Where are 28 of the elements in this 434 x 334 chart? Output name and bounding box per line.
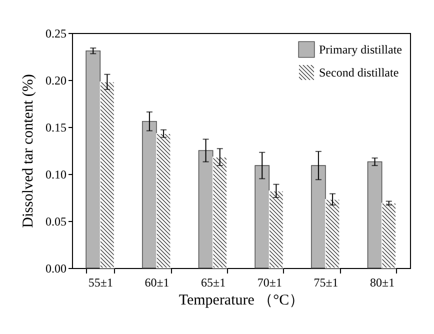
x-tick-label: 75±1 (314, 276, 338, 290)
legend-label: Second distillate (319, 66, 399, 80)
y-axis-title: Dissolved tar content (%) (20, 74, 36, 228)
bar (142, 120, 157, 268)
bar (156, 133, 171, 268)
y-tick-label: 0.05 (46, 214, 66, 228)
bar (325, 198, 340, 268)
x-axis-title: Temperature （°C） (178, 292, 304, 308)
y-tick-label: 0.15 (46, 120, 66, 134)
x-tick-label: 60±1 (144, 276, 170, 290)
y-tick-label: 0.00 (46, 262, 66, 276)
bar (311, 165, 326, 268)
bar (100, 81, 115, 268)
y-tick-label: 0.10 (46, 168, 66, 182)
bar (254, 165, 270, 268)
y-tick-label: 0.25 (46, 26, 66, 40)
bar (86, 50, 101, 268)
x-tick-label: 70±1 (257, 276, 282, 290)
x-tick-label: 65±1 (201, 276, 226, 290)
bar (198, 150, 214, 268)
legend-label: Primary distillate (319, 42, 402, 56)
bar (268, 190, 284, 268)
y-tick-label: 0.20 (46, 74, 66, 88)
bar (212, 156, 228, 268)
bar (381, 202, 396, 268)
bar (367, 161, 382, 268)
x-tick-label: 55±1 (88, 276, 113, 290)
x-tick-label: 80±1 (370, 276, 395, 290)
